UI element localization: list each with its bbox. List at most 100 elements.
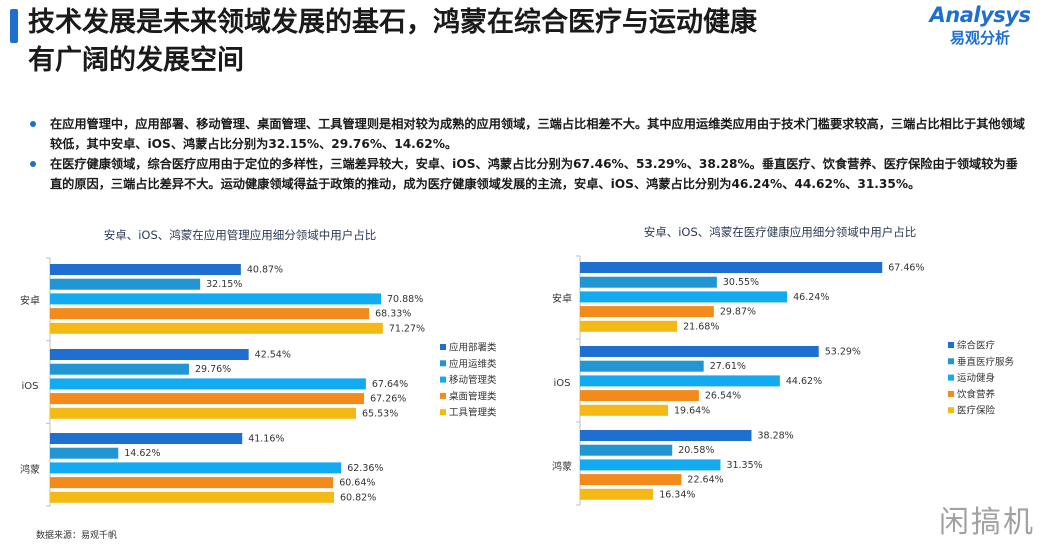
legend-label: 医疗保险 [957,405,996,417]
legend-label: 运动健身 [957,372,995,384]
bar [50,293,382,305]
legend-swatch [948,342,954,348]
brand-logo-en: Analysys [929,3,1031,27]
legend-label: 桌面管理类 [449,390,497,402]
legend-swatch [440,409,446,416]
category-label: 安卓 [20,294,40,307]
legend-swatch [948,390,954,397]
data-label: 19.64% [674,405,710,416]
data-label: 30.55% [723,277,759,288]
bar [580,320,678,332]
title-accent-bar [10,9,18,43]
bar [50,349,249,360]
bullet-dot-icon [30,161,36,167]
data-label: 38.28% [757,431,793,442]
legend-swatch [948,374,954,381]
bar [50,447,119,459]
category-label: 鸿蒙 [20,463,40,476]
legend-swatch [948,358,954,365]
category-label: iOS [22,381,39,392]
bar [50,278,201,290]
data-label: 46.24% [793,292,829,303]
legend-label: 垂直医疗服务 [957,356,1015,368]
bar [580,430,752,441]
data-label: 16.34% [659,489,695,500]
bar [50,477,334,489]
bar [580,291,788,303]
data-label: 67.26% [370,394,406,405]
bar [580,276,717,288]
data-label: 71.27% [389,323,425,334]
data-label: 60.82% [340,492,376,503]
bullet-text: 在医疗健康领域，综合医疗应用由于定位的多样性，三端差异较大，安卓、iOS、鸿蒙占… [50,157,1018,191]
bar [50,407,357,419]
chart-title: 安卓、iOS、鸿蒙在应用管理应用细分领域中用户占比 [104,228,377,242]
legend-label: 综合医疗 [957,340,996,352]
data-label: 60.64% [339,478,375,489]
bar [50,322,383,334]
data-label: 14.62% [124,448,160,459]
bar [50,462,342,474]
category-label: 安卓 [552,292,572,305]
bar [580,346,819,357]
data-label: 70.88% [387,294,423,305]
bar [580,375,780,387]
data-label: 67.46% [888,263,924,274]
bar [580,404,668,416]
bar [580,459,721,471]
data-label: 27.61% [710,361,746,372]
data-label: 42.54% [255,350,291,361]
data-label: 32.15% [206,279,242,290]
page-title-line-2: 有广阔的发展空间 [28,45,244,76]
data-label: 22.64% [687,475,723,486]
bar [50,433,243,444]
chart-title: 安卓、iOS、鸿蒙在医疗健康应用细分领域中用户占比 [644,225,917,239]
data-label: 21.68% [683,321,719,332]
legend-label: 应用部署类 [449,342,497,354]
bar [50,378,366,390]
bar [580,444,673,456]
bullet-item: 在应用管理中，应用部署、移动管理、桌面管理、工具管理则是相对较为成熟的应用领域，… [26,114,1026,154]
watermark: 闲搞机 [939,505,1035,540]
bullet-dot-icon [30,121,36,127]
legend-swatch [440,344,446,350]
bar [580,474,682,486]
data-label: 44.62% [786,376,822,387]
data-label: 29.87% [720,307,756,318]
legend-label: 饮食营养 [957,388,996,400]
legend-swatch [440,360,446,367]
page-title-line-1: 技术发展是未来领域发展的基石，鸿蒙在综合医疗与运动健康 [28,7,757,38]
bar [50,308,370,320]
data-label: 65.53% [362,408,398,419]
page-title: 技术发展是未来领域发展的基石，鸿蒙在综合医疗与运动健康 有广阔的发展空间 [28,4,908,80]
legend-swatch [440,376,446,383]
legend-label: 移动管理类 [449,374,497,386]
bar [580,306,714,318]
data-label: 41.16% [248,434,284,445]
data-label: 31.35% [726,460,762,471]
bar [50,491,335,503]
data-label: 26.54% [705,391,741,402]
brand-logo-cn: 易观分析 [949,29,1010,47]
legend-label: 应用运维类 [449,358,497,370]
data-source-note: 数据来源：易观千帆 [36,531,118,541]
data-label: 67.64% [372,379,408,390]
bar [580,360,704,372]
legend-label: 工具管理类 [449,407,497,419]
data-label: 40.87% [247,265,283,276]
category-label: iOS [554,378,571,389]
data-label: 68.33% [375,309,411,320]
bullet-item: 在医疗健康领域，综合医疗应用由于定位的多样性，三端差异较大，安卓、iOS、鸿蒙占… [26,154,1026,194]
data-label: 62.36% [347,463,383,474]
bar [580,262,883,273]
bullet-text: 在应用管理中，应用部署、移动管理、桌面管理、工具管理则是相对较为成熟的应用领域，… [50,117,1025,151]
legend-swatch [948,407,954,414]
bar [580,390,699,402]
category-label: 鸿蒙 [552,460,572,473]
data-label: 53.29% [825,347,861,358]
brand-logo: Analysys 易观分析 [921,2,1039,48]
bar [50,393,365,405]
summary-bullets: 在应用管理中，应用部署、移动管理、桌面管理、工具管理则是相对较为成熟的应用领域，… [26,114,1026,194]
